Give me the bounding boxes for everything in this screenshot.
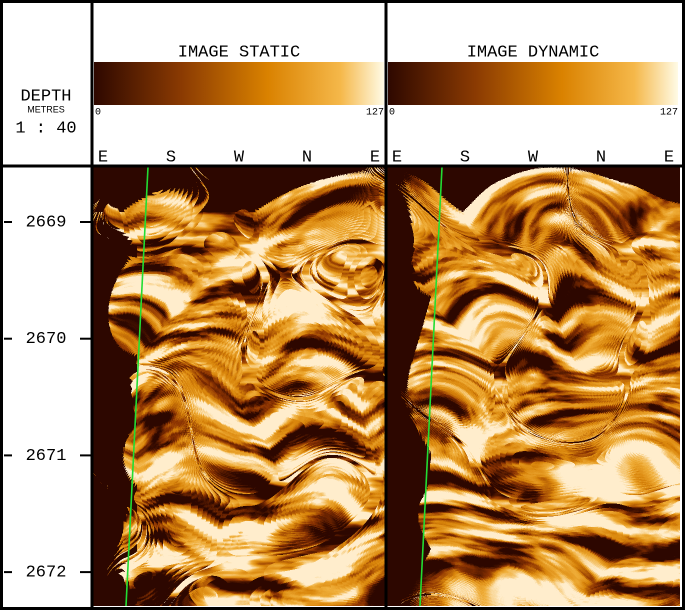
- depth-scale: 1 : 40: [15, 119, 76, 138]
- direction-label: E: [664, 148, 674, 167]
- depth-title: DEPTH: [20, 87, 71, 106]
- track-title: IMAGE DYNAMIC: [467, 43, 600, 62]
- depth-unit: METRES: [27, 104, 65, 114]
- direction-label: E: [370, 148, 380, 167]
- scale-min: 0: [95, 108, 101, 119]
- depth-label: 2671: [26, 447, 67, 466]
- depth-label: 2670: [26, 330, 67, 349]
- scale-max: 127: [366, 108, 384, 119]
- depth-label: 2672: [26, 564, 67, 583]
- direction-label: N: [596, 148, 606, 167]
- direction-label: S: [166, 148, 176, 167]
- color-scale: [388, 62, 678, 105]
- direction-label: W: [528, 148, 539, 167]
- direction-label: E: [392, 148, 402, 167]
- scale-max: 127: [660, 108, 678, 119]
- direction-label: S: [460, 148, 470, 167]
- borehole-image: [386, 167, 680, 606]
- scale-min: 0: [389, 108, 395, 119]
- trace-line: [125, 166, 149, 607]
- depth-label: 2669: [26, 213, 67, 232]
- trace-line: [419, 166, 443, 607]
- direction-label: W: [234, 148, 245, 167]
- direction-label: N: [302, 148, 312, 167]
- track-title: IMAGE STATIC: [178, 43, 300, 62]
- depth-track: DEPTH METRES 1 : 40: [15, 87, 76, 138]
- color-scale: [94, 62, 384, 105]
- borehole-image: [92, 167, 386, 606]
- direction-label: E: [98, 148, 108, 167]
